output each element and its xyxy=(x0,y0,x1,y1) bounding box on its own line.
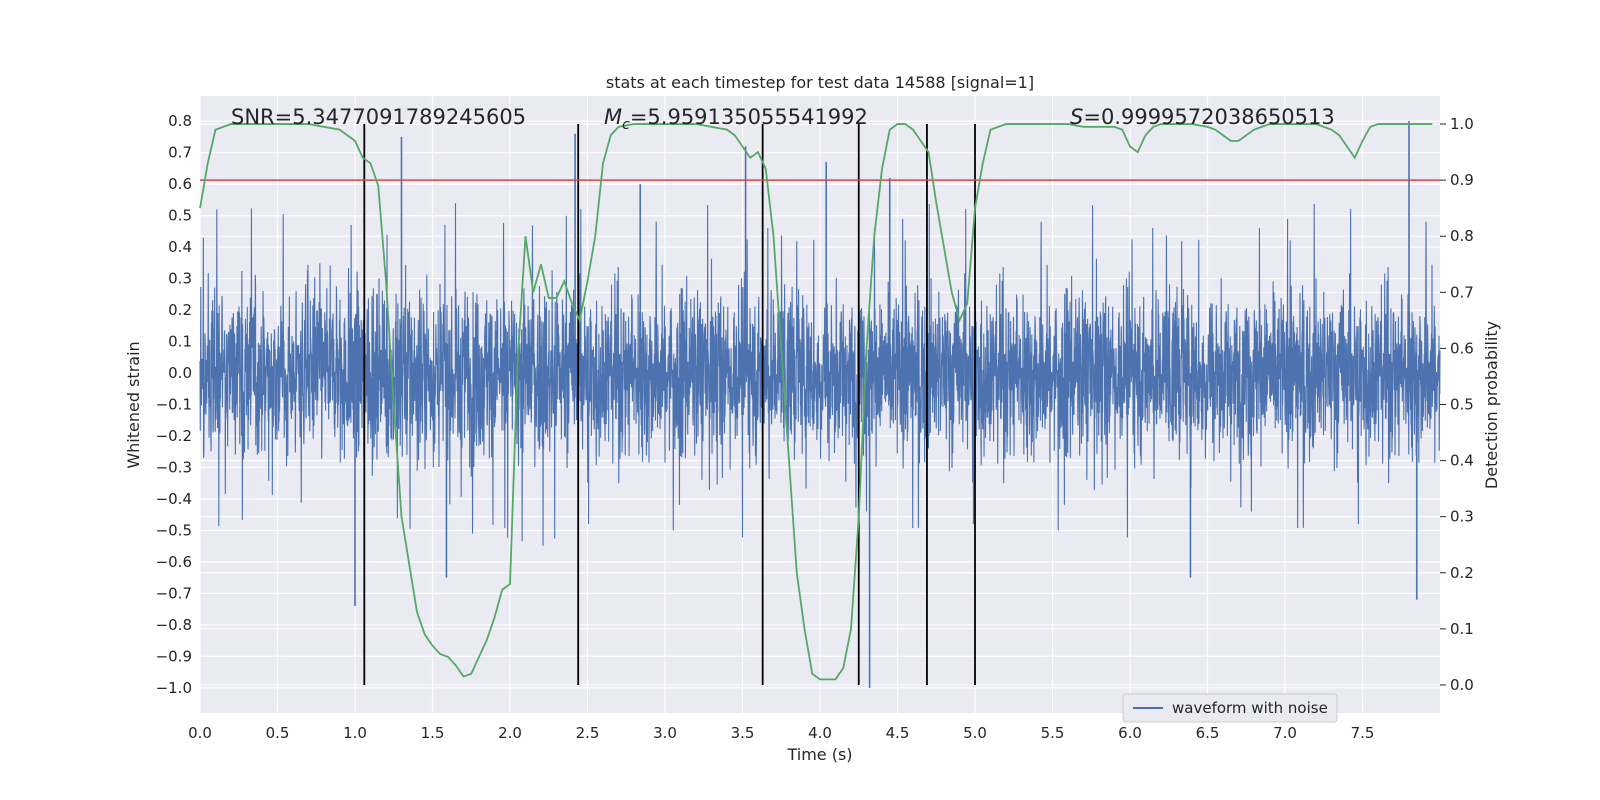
x-tick-label: 3.5 xyxy=(731,724,755,742)
x-tick-label: 4.5 xyxy=(886,724,910,742)
y-tick-label-left: −0.7 xyxy=(156,584,192,602)
x-tick-label: 3.0 xyxy=(653,724,677,742)
y-tick-label-right: 0.8 xyxy=(1450,227,1474,245)
y-tick-label-right: 0.7 xyxy=(1450,283,1474,301)
y-tick-label-left: −0.4 xyxy=(156,490,192,508)
waveform-series xyxy=(199,121,1441,688)
x-tick-label: 7.5 xyxy=(1351,724,1375,742)
y-tick-label-right: 0.1 xyxy=(1450,620,1474,638)
x-tick-label: 5.5 xyxy=(1041,724,1065,742)
x-tick-label: 0.5 xyxy=(266,724,290,742)
y-tick-label-left: 0.4 xyxy=(168,238,192,256)
x-tick-label: 1.5 xyxy=(421,724,445,742)
y-tick-label-left: −0.5 xyxy=(156,521,192,539)
y-tick-label-left: 0.7 xyxy=(168,144,192,162)
x-tick-label: 2.0 xyxy=(498,724,522,742)
chirp-mass-annotation: Mc=5.959135055541992 xyxy=(604,105,868,133)
x-tick-label: 6.5 xyxy=(1196,724,1220,742)
y-tick-label-left: 0.3 xyxy=(168,270,192,288)
y-tick-label-left: 0.0 xyxy=(168,364,192,382)
x-tick-label: 6.0 xyxy=(1118,724,1142,742)
x-axis-label: Time (s) xyxy=(786,745,852,764)
x-tick-label: 2.5 xyxy=(576,724,600,742)
y-tick-label-left: −0.3 xyxy=(156,458,192,476)
y-tick-label-left: −0.9 xyxy=(156,647,192,665)
y-tick-label-right: 0.5 xyxy=(1450,396,1474,414)
x-tick-label: 5.0 xyxy=(963,724,987,742)
s-symbol: S xyxy=(1070,105,1083,129)
y-tick-label-right: 0.4 xyxy=(1450,452,1474,470)
y-tick-label-left: −1.0 xyxy=(156,679,192,697)
x-tick-label: 0.0 xyxy=(188,724,212,742)
y-tick-label-right: 1.0 xyxy=(1450,115,1474,133)
y-tick-label-left: −0.1 xyxy=(156,396,192,414)
probability-line xyxy=(199,123,1433,681)
s-value: =0.9999572038650513 xyxy=(1083,105,1334,129)
y-tick-label-right: 0.2 xyxy=(1450,564,1474,582)
y-tick-label-right: 0.3 xyxy=(1450,508,1474,526)
s-annotation: S=0.9999572038650513 xyxy=(1070,105,1335,129)
chirp-mass-subscript: c xyxy=(622,117,630,133)
y-tick-label-left: −0.8 xyxy=(156,616,192,634)
y-tick-label-left: 0.6 xyxy=(168,175,192,193)
y-tick-label-left: 0.1 xyxy=(168,333,192,351)
x-tick-label: 7.0 xyxy=(1273,724,1297,742)
y-tick-label-left: 0.2 xyxy=(168,301,192,319)
chirp-mass-symbol: M xyxy=(604,105,622,129)
legend: waveform with noise xyxy=(1122,693,1338,723)
y-tick-label-left: −0.2 xyxy=(156,427,192,445)
probability-series xyxy=(199,123,1433,681)
y-tick-label-left: 0.8 xyxy=(168,112,192,130)
x-tick-label: 4.0 xyxy=(808,724,832,742)
event-markers xyxy=(363,124,976,685)
tick-labels: 0.0 0.5 1.0 1.5 2.0 2.5 3.0 3.5 4.0 4.5 5.0 5.5 6.0 6… xyxy=(156,112,1474,742)
snr-annotation: SNR=5.3477091789245605 xyxy=(231,105,526,129)
y-axis-label-right: Detection probability xyxy=(1482,321,1501,489)
y-tick-label-left: −0.6 xyxy=(156,553,192,571)
chart-title: stats at each timestep for test data 145… xyxy=(606,73,1034,92)
y-axis-label-left: Whitened strain xyxy=(124,341,143,468)
chirp-mass-value: =5.959135055541992 xyxy=(630,105,868,129)
legend-box xyxy=(1122,693,1338,723)
y-tick-label-right: 0.6 xyxy=(1450,339,1474,357)
y-tick-label-right: 0.9 xyxy=(1450,171,1474,189)
waveform-trace xyxy=(199,203,1441,546)
x-tick-label: 1.0 xyxy=(343,724,367,742)
legend-label: waveform with noise xyxy=(1172,699,1328,717)
y-tick-label-left: 0.5 xyxy=(168,207,192,225)
y-tick-label-right: 0.0 xyxy=(1450,676,1474,694)
